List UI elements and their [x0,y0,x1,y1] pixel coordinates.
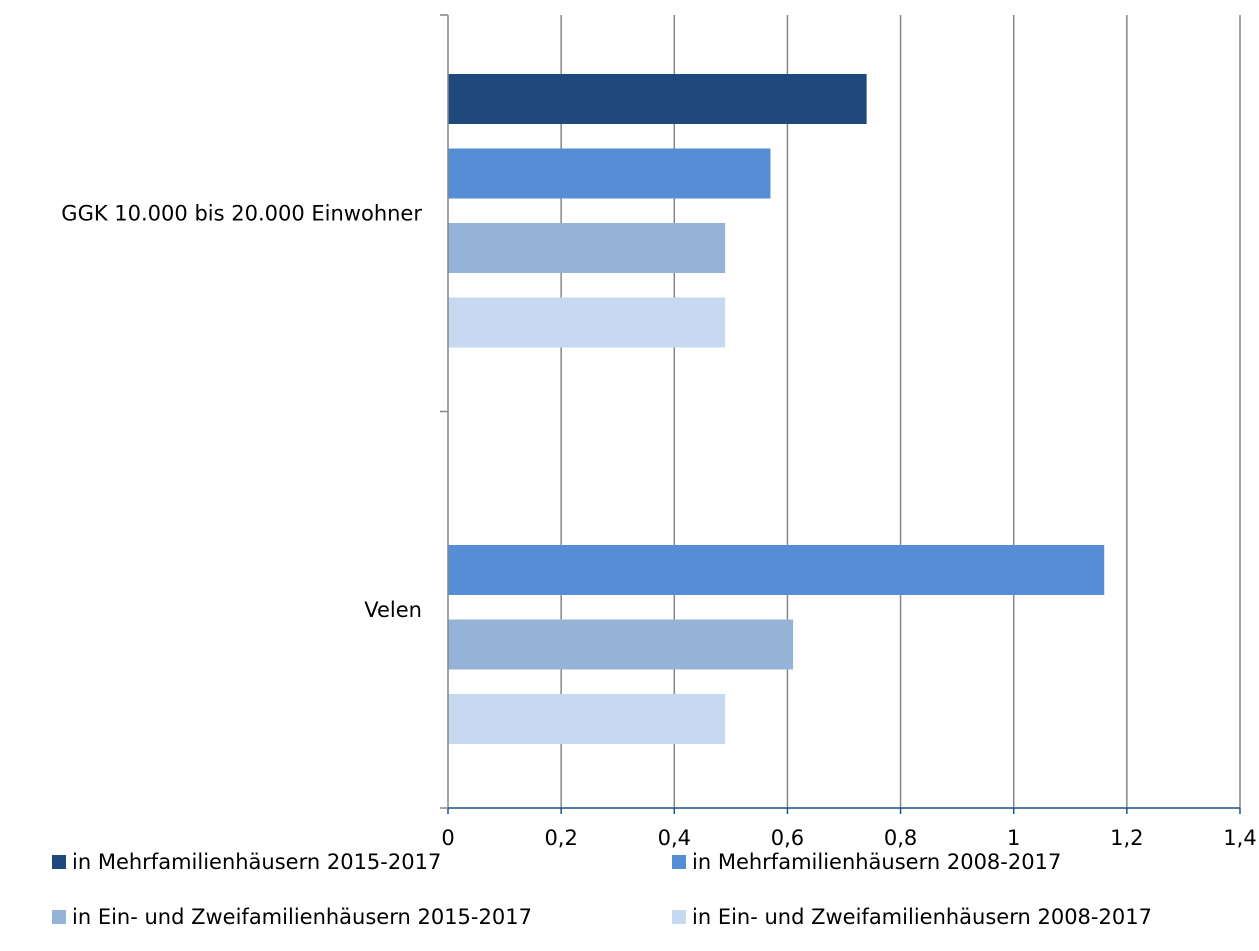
legend-swatch-0 [52,855,66,869]
x-tick-label: 0 [441,826,454,850]
x-tick-label: 1,4 [1223,826,1256,850]
legend-item-2: in Ein- und Zweifamilienhäusern 2015-201… [52,903,532,931]
x-tick-label: 1,2 [1110,826,1143,850]
legend-label-3: in Ein- und Zweifamilienhäusern 2008-201… [692,905,1152,929]
x-tick-label: 0,4 [658,826,691,850]
y-category-label: Velen [364,598,422,622]
bar [448,297,726,348]
bar [448,74,867,124]
legend-label-2: in Ein- und Zweifamilienhäusern 2015-201… [72,905,532,929]
bar [448,545,1105,595]
legend-item-0: in Mehrfamilienhäusern 2015-2017 [52,848,441,876]
x-tick-label: 0,8 [884,826,917,850]
x-tick-label: 0,6 [771,826,804,850]
legend-label-1: in Mehrfamilienhäusern 2008-2017 [692,850,1062,874]
legend-item-3: in Ein- und Zweifamilienhäusern 2008-201… [672,903,1152,931]
x-tick-label: 0,2 [544,826,577,850]
bar [448,694,726,744]
labels: 0 0,2 0,4 0,6 0,8 1 1,2 1,4 GGK 10.000 bis 20.00… [61,201,1256,850]
legend-item-1: in Mehrfamilienhäusern 2008-2017 [672,848,1061,876]
legend-swatch-1 [672,855,686,869]
bar [448,148,771,199]
y-category-label: GGK 10.000 bis 20.000 Einwohner [61,201,422,225]
x-tick-label: 1 [1007,826,1020,850]
bar [448,223,726,273]
legend-swatch-2 [52,910,66,924]
bar [448,619,794,670]
legend-swatch-3 [672,910,686,924]
axes [440,14,1241,814]
legend: in Mehrfamilienhäusern 2015-2017 in Mehr… [52,848,1252,948]
bars [448,74,1105,744]
gridlines [560,15,1241,808]
legend-label-0: in Mehrfamilienhäusern 2015-2017 [72,850,442,874]
